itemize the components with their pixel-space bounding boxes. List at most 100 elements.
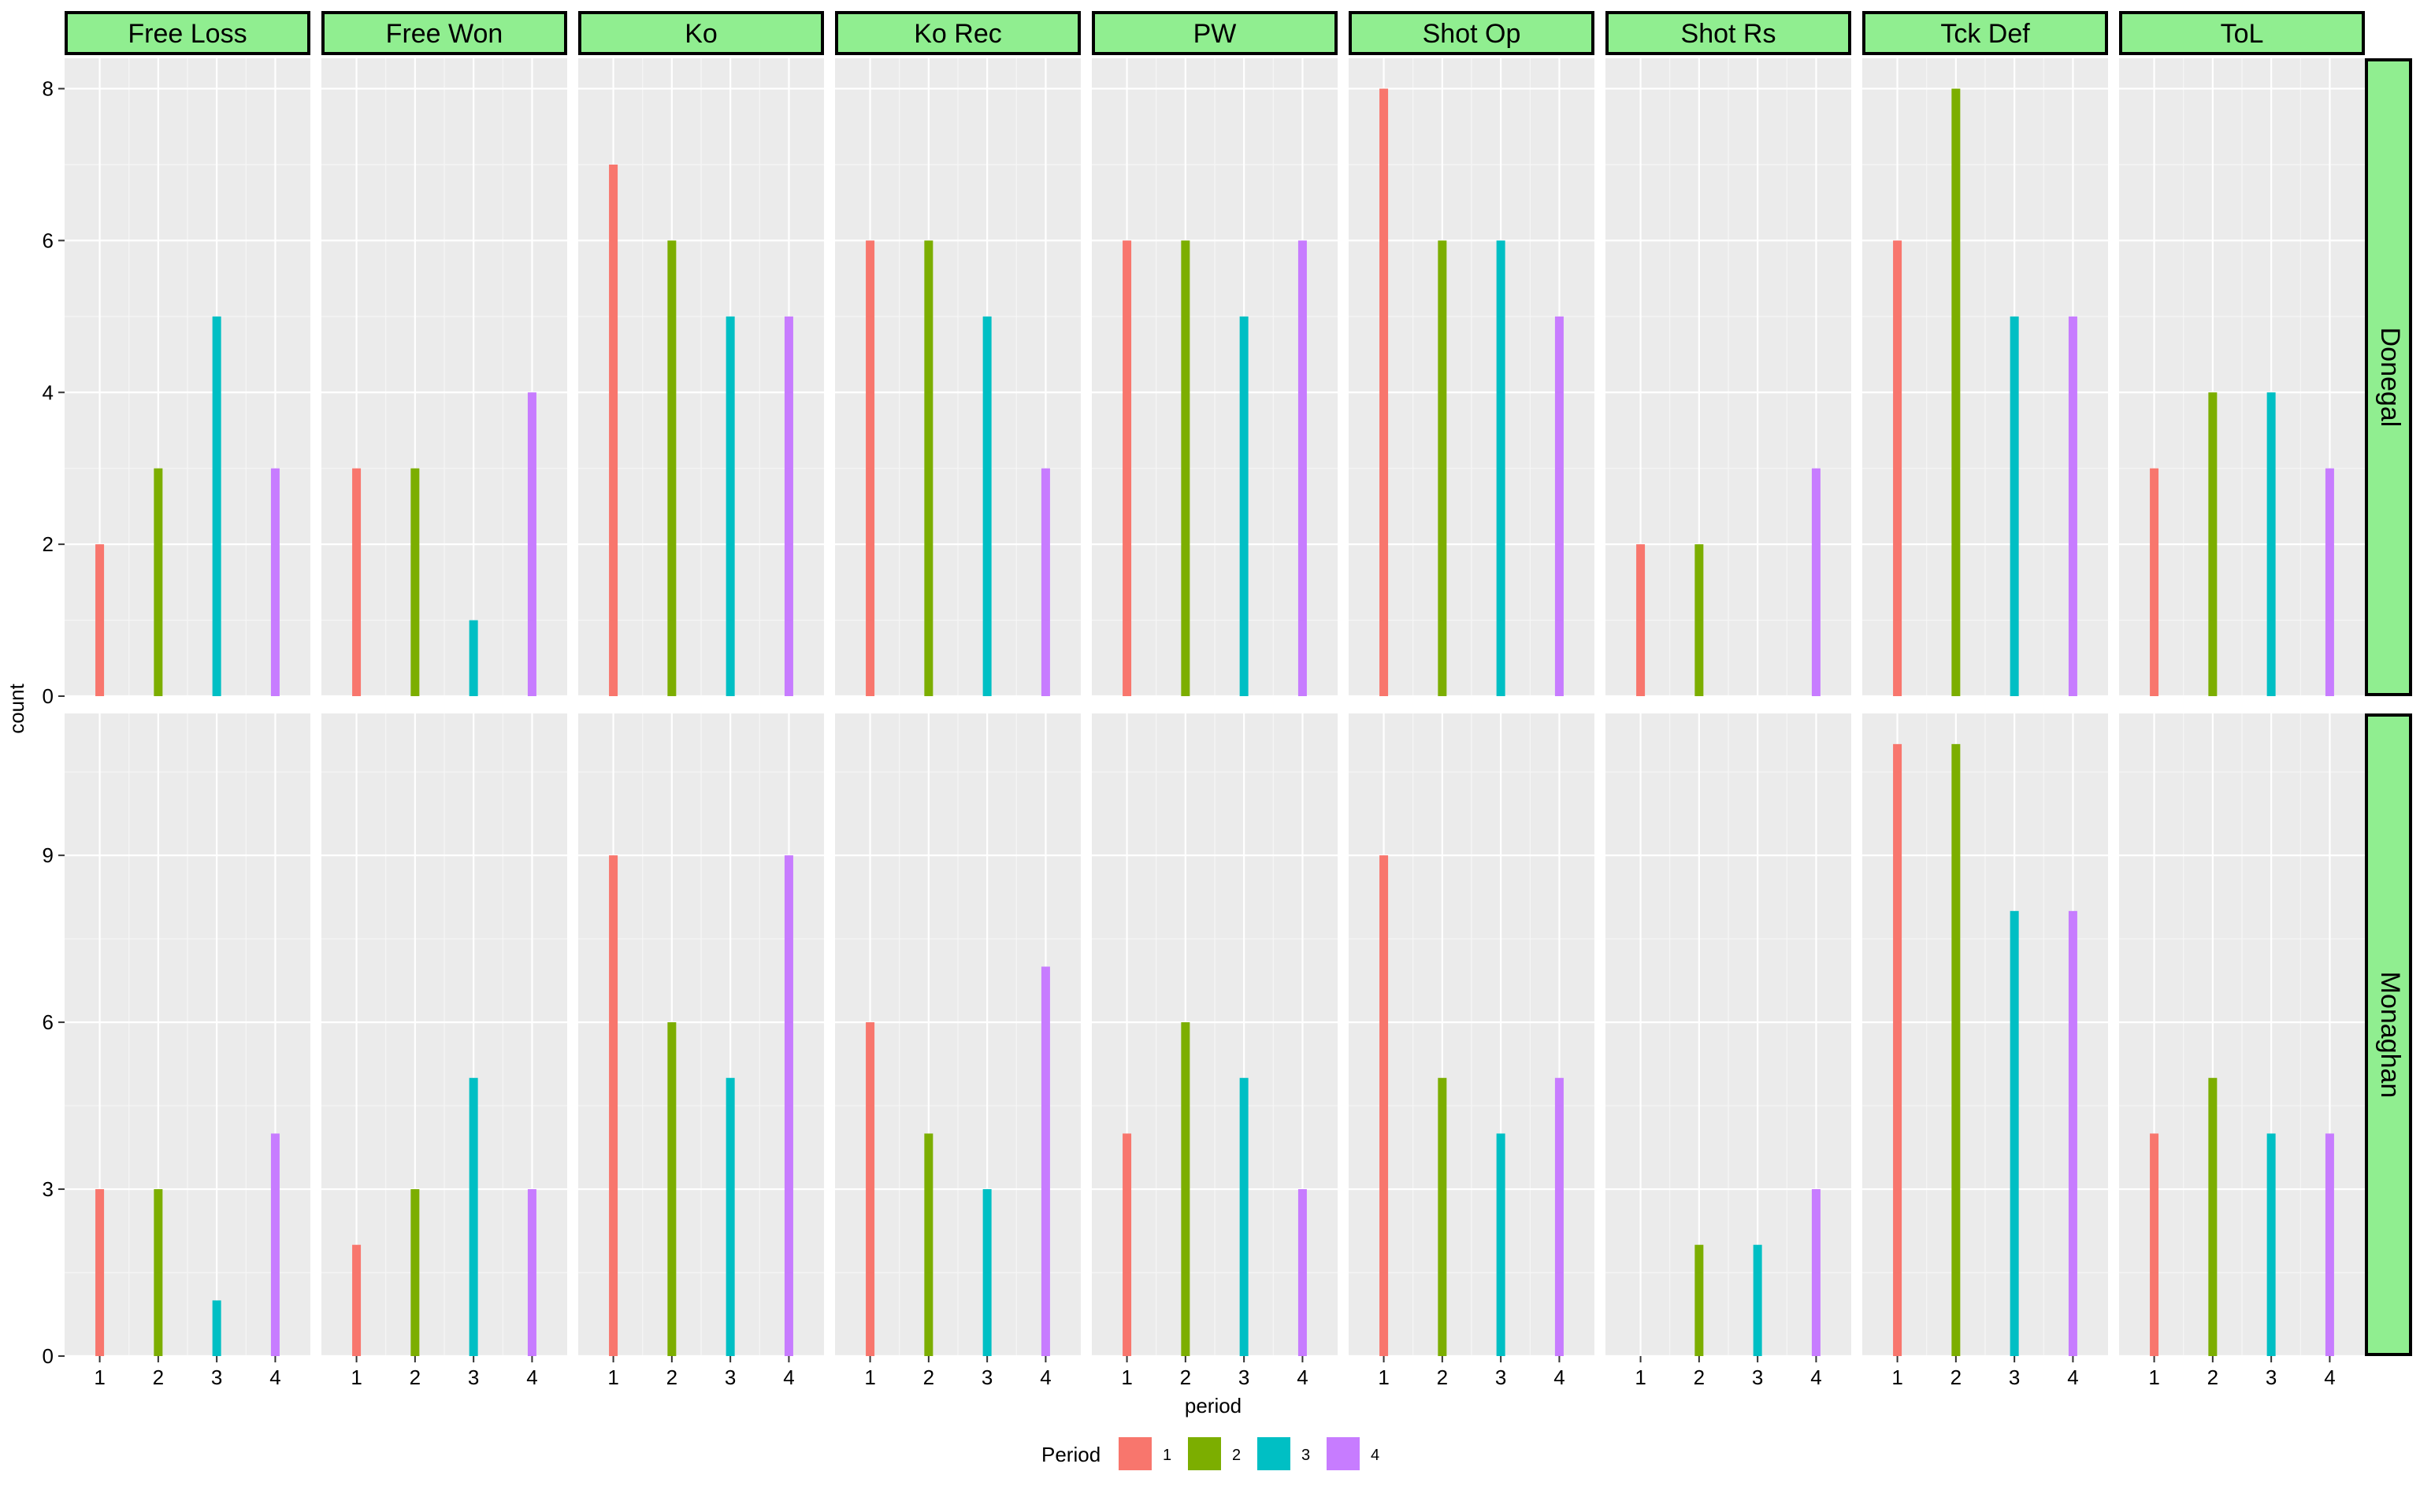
strip-label-shot-rs: Shot Rs (1681, 19, 1776, 49)
x-tick-label-tol-2: 2 (2207, 1366, 2218, 1389)
bar-donegal-ko-period-4 (784, 316, 793, 696)
strip-free-won (321, 11, 567, 55)
y-tick-label-donegal-6: 6 (43, 228, 54, 252)
bar-donegal-pw-period-4 (1297, 240, 1307, 696)
y-tick-label-monaghan-9: 9 (43, 843, 54, 867)
bar-monaghan-shot-op-period-2 (1438, 1077, 1447, 1356)
x-tick-label-tol-4: 4 (2324, 1366, 2335, 1389)
legend-item-1: 1 (1119, 1437, 1171, 1470)
bar-donegal-pw-period-1 (1123, 240, 1132, 696)
bar-monaghan-tol-period-2 (2208, 1077, 2218, 1356)
bar-donegal-tck-def-period-4 (2068, 316, 2077, 696)
x-tick-label-ko-rec-1: 1 (864, 1366, 875, 1389)
x-tick-label-tol-3: 3 (2266, 1366, 2277, 1389)
y-tick-label-monaghan-6: 6 (43, 1010, 54, 1034)
bar-donegal-ko-rec-period-3 (982, 316, 992, 696)
strip-pw (1092, 11, 1338, 55)
x-tick-label-ko-1: 1 (607, 1366, 618, 1389)
legend-label-3: 3 (1301, 1447, 1310, 1464)
bar-monaghan-pw-period-3 (1239, 1077, 1249, 1356)
bar-donegal-tck-def-period-3 (2010, 316, 2019, 696)
x-tick-label-shot-rs-2: 2 (1694, 1366, 1705, 1389)
legend-title: Period (1041, 1443, 1101, 1466)
legend-swatch-2 (1188, 1437, 1221, 1470)
x-tick-label-ko-rec-2: 2 (923, 1366, 934, 1389)
row-strips: Donegal Monaghan (2365, 58, 2412, 1356)
bar-monaghan-ko-rec-period-1 (866, 1022, 875, 1356)
x-tick-label-free-loss-3: 3 (211, 1366, 222, 1389)
legend-swatch-1 (1119, 1437, 1152, 1470)
x-tick-label-pw-3: 3 (1238, 1366, 1249, 1389)
strip-label-monaghan: Monaghan (2375, 972, 2405, 1099)
strip-monaghan (2365, 713, 2412, 1356)
bar-monaghan-tck-def-period-4 (2068, 910, 2077, 1356)
x-tick-label-tck-def-2: 2 (1950, 1366, 1962, 1389)
bar-donegal-shot-op-period-3 (1496, 240, 1505, 696)
bar-donegal-shot-op-period-1 (1379, 88, 1389, 697)
bar-donegal-tol-period-1 (2150, 468, 2159, 696)
x-tick-label-ko-2: 2 (666, 1366, 677, 1389)
x-tick-label-shot-op-4: 4 (1553, 1366, 1564, 1389)
y-tick-label-donegal-0: 0 (43, 684, 54, 708)
panel-donegal-tck-def (1862, 58, 2108, 698)
panel-donegal-free-loss (65, 58, 310, 698)
bar-monaghan-tol-period-3 (2266, 1133, 2276, 1356)
strip-label-ko: Ko (685, 19, 718, 49)
panel-monaghan-free-won (321, 713, 567, 1358)
panel-monaghan-ko-rec (835, 713, 1081, 1358)
bar-donegal-ko-rec-period-2 (924, 240, 933, 696)
bar-monaghan-free-loss-period-4 (270, 1133, 280, 1356)
bar-donegal-pw-period-3 (1239, 316, 1249, 696)
panel-donegal-shot-op (1349, 58, 1594, 698)
strip-ko-rec (835, 11, 1081, 55)
panel-donegal-free-won (321, 58, 567, 698)
legend-label-1: 1 (1163, 1447, 1171, 1464)
strip-donegal (2365, 58, 2412, 696)
bar-donegal-tol-period-2 (2208, 392, 2218, 696)
legend-item-2: 2 (1188, 1437, 1241, 1470)
strip-label-donegal: Donegal (2375, 328, 2405, 428)
legend-label-2: 2 (1232, 1447, 1241, 1464)
bar-monaghan-shot-rs-period-4 (1811, 1189, 1821, 1356)
bar-donegal-ko-period-1 (609, 165, 618, 696)
bar-monaghan-free-loss-period-1 (95, 1189, 105, 1356)
x-tick-label-shot-op-3: 3 (1495, 1366, 1506, 1389)
x-tick-label-tck-def-1: 1 (1891, 1366, 1902, 1389)
bar-monaghan-ko-period-3 (726, 1077, 735, 1356)
legend-item-4: 4 (1327, 1437, 1379, 1470)
panel-monaghan-tck-def (1862, 713, 2108, 1358)
bar-donegal-free-won-period-2 (410, 468, 420, 696)
panel-donegal-pw (1092, 58, 1338, 698)
bar-monaghan-tol-period-1 (2150, 1133, 2159, 1356)
strip-label-shot-op: Shot Op (1423, 19, 1521, 49)
bar-monaghan-pw-period-4 (1297, 1189, 1307, 1356)
bar-donegal-free-loss-period-4 (270, 468, 280, 696)
strip-shot-op (1349, 11, 1594, 55)
bar-monaghan-ko-period-1 (609, 855, 618, 1356)
panel-donegal-ko-rec (835, 58, 1081, 698)
column-strips: Free Loss Free Won Ko Ko Rec PW Shot Op Shot R… (65, 11, 2365, 55)
bar-donegal-shot-op-period-4 (1554, 316, 1564, 696)
x-tick-label-free-won-1: 1 (351, 1366, 362, 1389)
bar-donegal-free-won-period-3 (469, 620, 478, 696)
bar-monaghan-free-won-period-4 (527, 1189, 536, 1356)
bar-donegal-ko-rec-period-1 (866, 240, 875, 696)
x-tick-label-free-won-3: 3 (468, 1366, 479, 1389)
bar-donegal-ko-period-2 (667, 240, 677, 696)
strip-label-free-loss: Free Loss (128, 19, 247, 49)
y-tick-label-monaghan-3: 3 (43, 1177, 54, 1201)
bar-monaghan-free-won-period-3 (469, 1077, 478, 1356)
bar-monaghan-free-won-period-2 (410, 1189, 420, 1356)
x-tick-label-shot-rs-3: 3 (1752, 1366, 1763, 1389)
legend: Period 1 2 3 4 (1041, 1437, 1379, 1470)
strip-label-free-won: Free Won (386, 19, 503, 49)
bar-monaghan-ko-rec-period-2 (924, 1133, 933, 1356)
y-tick-label-donegal-2: 2 (43, 532, 54, 556)
bar-donegal-ko-period-3 (726, 316, 735, 696)
bar-donegal-tol-period-3 (2266, 392, 2276, 696)
panel-monaghan-shot-op (1349, 713, 1594, 1358)
y-tick-label-donegal-8: 8 (43, 77, 54, 101)
bar-monaghan-shot-op-period-4 (1554, 1077, 1564, 1356)
